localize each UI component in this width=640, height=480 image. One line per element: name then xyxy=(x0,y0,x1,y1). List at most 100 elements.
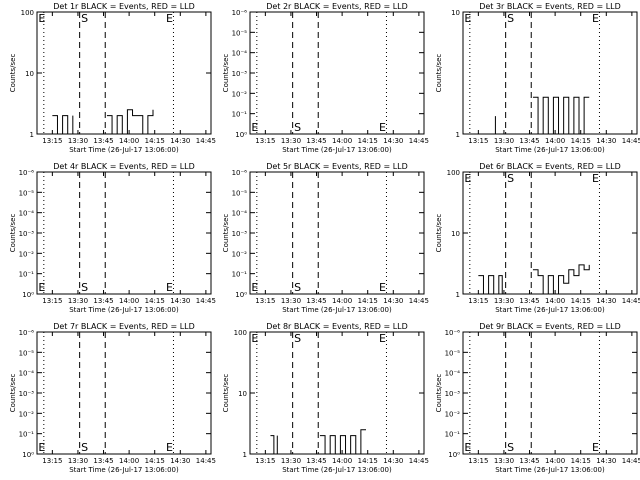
x-tick-label: 13:45 xyxy=(519,137,539,145)
x-tick-label: 13:15 xyxy=(42,137,62,145)
source-marker: S xyxy=(81,12,88,25)
y-tick-label: 10⁻⁵ xyxy=(19,349,35,357)
panel-title: Det 2r BLACK = Events, RED = LLD xyxy=(266,2,408,11)
panel-title: Det 6r BLACK = Events, RED = LLD xyxy=(479,162,621,171)
x-tick-label: 13:45 xyxy=(93,457,113,465)
chart-panel-7: Det 7r BLACK = Events, RED = LLD 10⁰ 10⁻¹ 1… xyxy=(9,322,216,474)
event-end-marker: E xyxy=(166,281,173,294)
x-axis-label: Start Time (26-Jul-17 13:06:00) xyxy=(495,306,605,314)
y-tick-label: 10⁻⁴ xyxy=(445,370,461,378)
y-tick-label: 10⁻⁵ xyxy=(232,29,248,37)
x-tick-label: 14:15 xyxy=(358,457,378,465)
event-end-marker: E xyxy=(592,172,599,185)
x-tick-label: 14:00 xyxy=(119,297,139,305)
y-tick-label: 10⁻¹ xyxy=(232,271,248,279)
y-tick-label: 10⁻³ xyxy=(232,230,248,238)
x-tick-label: 14:00 xyxy=(545,457,565,465)
chart-panel-5: Det 5r BLACK = Events, RED = LLD 10⁰ 10⁻¹ 1… xyxy=(222,162,429,314)
x-axis-label: Start Time (26-Jul-17 13:06:00) xyxy=(495,466,605,474)
x-tick-label: 13:15 xyxy=(255,297,275,305)
event-end-marker: E xyxy=(166,12,173,25)
y-tick-label: 10⁻³ xyxy=(445,390,461,398)
chart-panel-3: Det 3r BLACK = Events, RED = LLD 1 10 13:15… xyxy=(435,2,640,154)
x-tick-label: 13:45 xyxy=(93,297,113,305)
chart-panel-9: Det 9r BLACK = Events, RED = LLD 10⁰ 10⁻¹ 1… xyxy=(435,322,640,474)
y-tick-label: 10⁻¹ xyxy=(232,111,248,119)
event-start-marker: E xyxy=(38,12,45,25)
plot-frame xyxy=(249,11,425,135)
y-tick-label: 10⁻⁵ xyxy=(232,189,248,197)
y-tick-label: 1 xyxy=(456,131,460,139)
y-axis-label: Counts/sec xyxy=(435,374,443,413)
series-1-segment-2 xyxy=(319,429,366,455)
y-tick-label: 10⁻³ xyxy=(19,390,35,398)
y-tick-label: 10⁻¹ xyxy=(445,431,461,439)
x-tick-label: 13:30 xyxy=(494,297,514,305)
y-tick-label: 10 xyxy=(451,9,460,17)
x-tick-label: 14:30 xyxy=(170,297,190,305)
source-marker: S xyxy=(81,281,88,294)
y-tick-label: 10⁻⁵ xyxy=(445,349,461,357)
y-tick-label: 10⁻⁴ xyxy=(232,50,248,58)
y-tick-label: 10 xyxy=(451,230,460,238)
x-tick-label: 14:30 xyxy=(383,297,403,305)
x-tick-label: 13:45 xyxy=(306,137,326,145)
x-axis-label: Start Time (26-Jul-17 13:06:00) xyxy=(282,146,392,154)
plot-frame xyxy=(462,331,638,455)
y-tick-label: 10⁻⁶ xyxy=(232,169,248,177)
y-tick-label: 10⁻⁶ xyxy=(19,329,35,337)
series-1-segment-1 xyxy=(478,275,503,295)
x-tick-label: 14:00 xyxy=(545,297,565,305)
chart-panel-6: Det 6r BLACK = Events, RED = LLD 1 10 100 13… xyxy=(435,162,640,314)
y-tick-label: 10⁻⁵ xyxy=(19,189,35,197)
y-tick-label: 10⁰ xyxy=(235,291,247,299)
event-start-marker: E xyxy=(38,441,45,454)
x-axis-label: Start Time (26-Jul-17 13:06:00) xyxy=(69,466,179,474)
y-axis-label: Counts/sec xyxy=(222,54,230,93)
x-tick-label: 14:30 xyxy=(596,297,616,305)
x-axis-label: Start Time (26-Jul-17 13:06:00) xyxy=(495,146,605,154)
x-tick-label: 13:30 xyxy=(68,297,88,305)
y-tick-label: 10⁻⁴ xyxy=(232,210,248,218)
event-end-marker: E xyxy=(379,281,386,294)
event-start-marker: E xyxy=(251,281,258,294)
event-end-marker: E xyxy=(379,121,386,134)
series-1-segment-1 xyxy=(52,115,74,135)
y-tick-label: 10⁻¹ xyxy=(19,431,35,439)
y-axis-label: Counts/sec xyxy=(222,374,230,413)
y-tick-label: 10⁻³ xyxy=(232,70,248,78)
x-tick-label: 13:30 xyxy=(68,457,88,465)
plot-frame xyxy=(249,331,425,455)
y-tick-label: 10⁻⁶ xyxy=(232,9,248,17)
x-tick-label: 14:45 xyxy=(409,137,429,145)
y-tick-label: 10⁻² xyxy=(445,410,461,418)
y-axis-label: Counts/sec xyxy=(435,54,443,93)
event-start-marker: E xyxy=(464,12,471,25)
y-axis-label: Counts/sec xyxy=(9,374,17,413)
panel-title: Det 5r BLACK = Events, RED = LLD xyxy=(266,162,408,171)
y-tick-label: 10⁰ xyxy=(22,291,34,299)
x-tick-label: 14:00 xyxy=(332,297,352,305)
plot-frame xyxy=(462,11,638,135)
series-1-segment-1 xyxy=(270,435,278,455)
x-tick-label: 14:15 xyxy=(571,457,591,465)
x-tick-label: 13:30 xyxy=(281,457,301,465)
y-axis-label: Counts/sec xyxy=(9,54,17,93)
x-tick-label: 13:15 xyxy=(42,457,62,465)
chart-panel-4: Det 4r BLACK = Events, RED = LLD 10⁰ 10⁻¹ 1… xyxy=(9,162,216,314)
x-tick-label: 14:00 xyxy=(119,137,139,145)
x-tick-label: 13:15 xyxy=(255,457,275,465)
y-tick-label: 10⁻¹ xyxy=(19,271,35,279)
y-axis-label: Counts/sec xyxy=(9,214,17,253)
event-end-marker: E xyxy=(592,12,599,25)
x-tick-label: 13:15 xyxy=(255,137,275,145)
x-tick-label: 14:15 xyxy=(358,137,378,145)
x-tick-label: 14:15 xyxy=(571,137,591,145)
x-tick-label: 13:15 xyxy=(468,137,488,145)
x-tick-label: 13:30 xyxy=(281,297,301,305)
y-tick-label: 1 xyxy=(243,451,247,459)
x-tick-label: 13:30 xyxy=(494,137,514,145)
y-tick-label: 10⁻⁶ xyxy=(19,169,35,177)
x-tick-label: 14:30 xyxy=(383,457,403,465)
series-1-segment-2 xyxy=(532,264,590,295)
